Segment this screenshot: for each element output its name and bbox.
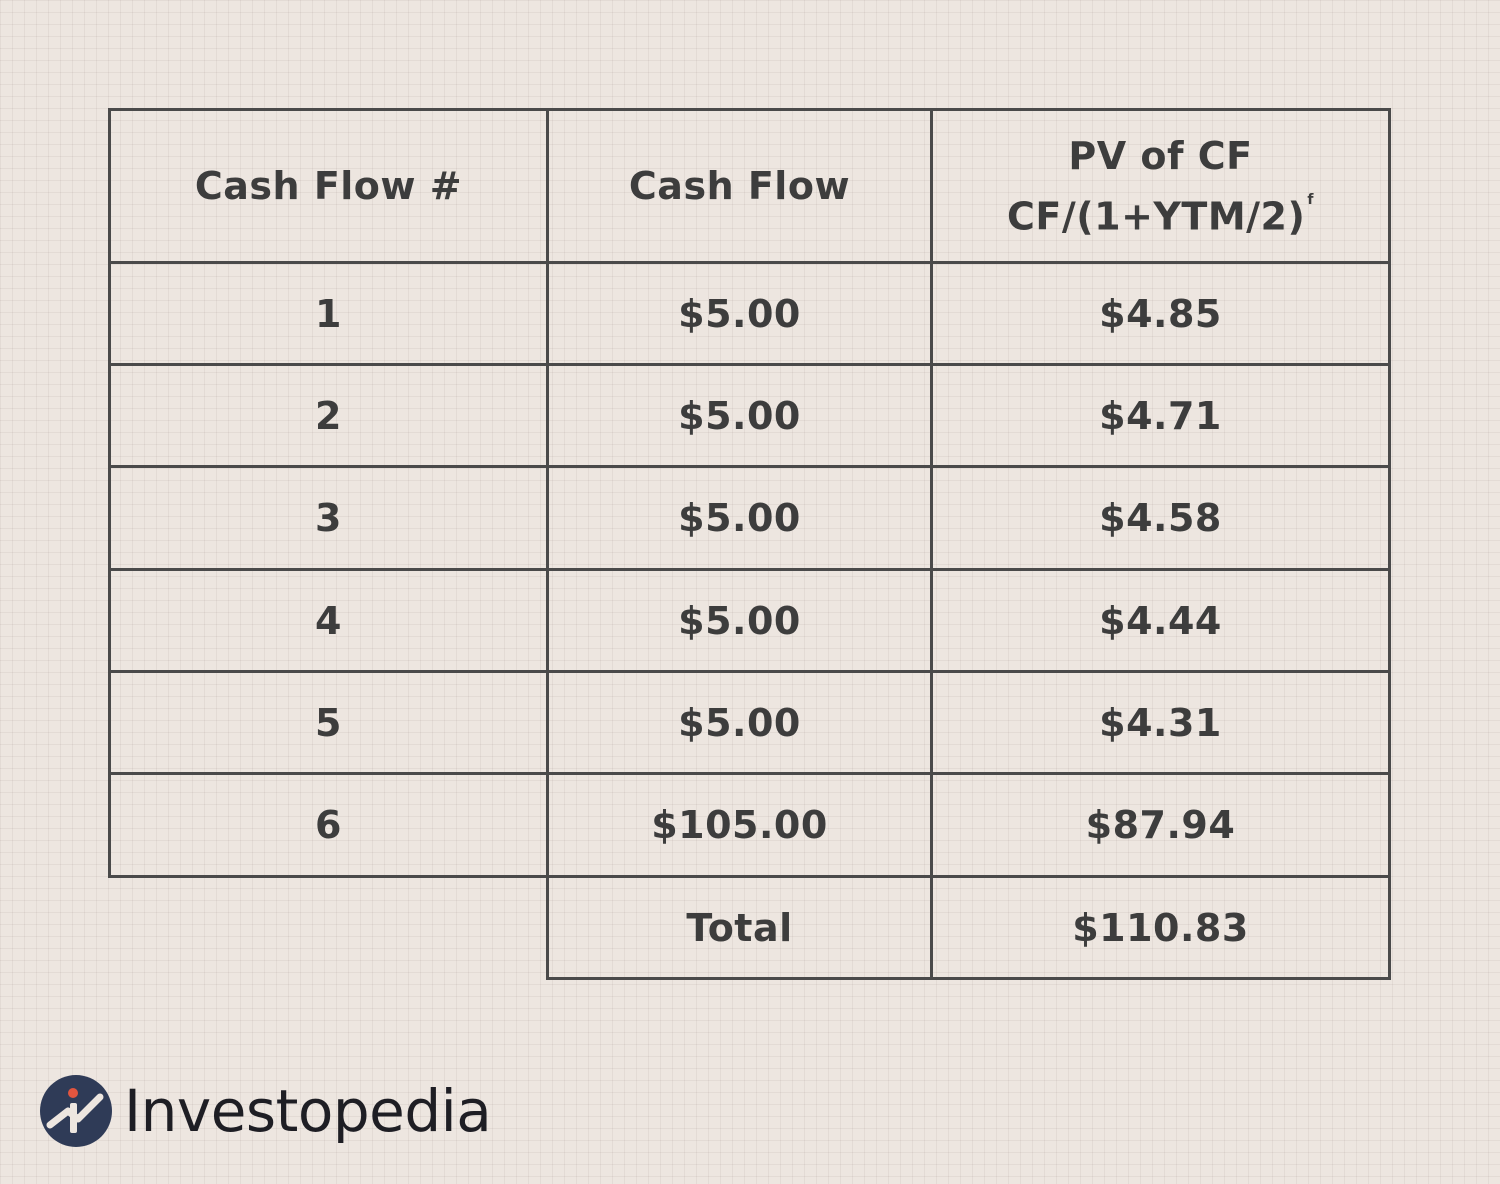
row-1-cash-flow-text: $5.00 — [678, 291, 801, 336]
table-row-2-cash-flow: $5.00 — [546, 363, 933, 468]
table-row-4-number: 4 — [108, 568, 549, 673]
header-cash-flow-label: Cash Flow — [628, 164, 851, 208]
table-row-5-cash-flow: $5.00 — [546, 670, 933, 775]
header-pv-of-cf: PV of CF CF/(1+YTM/2) f — [930, 108, 1391, 264]
row-2-number-text: 2 — [315, 393, 342, 438]
row-1-number-text: 1 — [315, 291, 342, 336]
total-label: Total — [686, 905, 793, 950]
row-5-cash-flow-text: $5.00 — [678, 700, 801, 745]
row-1-pv-text: $4.85 — [1099, 291, 1222, 336]
row-4-number-text: 4 — [315, 598, 342, 643]
table-row-1-cash-flow: $5.00 — [546, 261, 933, 366]
table-row-3-cash-flow: $5.00 — [546, 465, 933, 571]
header-cash-flow: Cash Flow — [546, 108, 933, 264]
table-row-5-number: 5 — [108, 670, 549, 775]
table-row-2-number: 2 — [108, 363, 549, 468]
row-6-cash-flow-text: $105.00 — [651, 803, 828, 847]
row-5-number-text: 5 — [315, 700, 342, 745]
investopedia-logo-icon — [40, 1075, 112, 1147]
header-pv-formula-text: CF/(1+YTM/2) — [1007, 194, 1306, 239]
header-pv-of-cf-label: PV of CF — [1068, 133, 1253, 178]
row-4-pv-text: $4.44 — [1099, 598, 1222, 643]
table-row-2-pv: $4.71 — [930, 363, 1391, 468]
table-row-3-pv: $4.58 — [930, 465, 1391, 571]
table-row-1-number: 1 — [108, 261, 549, 366]
row-3-pv-text: $4.58 — [1099, 496, 1222, 540]
table-row-6-number: 6 — [108, 772, 549, 878]
table-row-5-pv: $4.31 — [930, 670, 1391, 775]
header-cash-flow-number-label: Cash Flow # — [194, 164, 463, 208]
total-label-cell: Total — [546, 875, 933, 980]
header-cash-flow-number: Cash Flow # — [108, 108, 549, 264]
table-row-4-pv: $4.44 — [930, 568, 1391, 673]
table-row-6-cash-flow: $105.00 — [546, 772, 933, 878]
table-row-4-cash-flow: $5.00 — [546, 568, 933, 673]
table-row-3-number: 3 — [108, 465, 549, 571]
header-pv-formula-exponent: f — [1307, 191, 1314, 208]
row-6-pv-text: $87.94 — [1085, 803, 1236, 847]
investopedia-logo: Investopedia — [40, 1075, 492, 1147]
total-value: $110.83 — [1072, 905, 1249, 950]
table-row-6-pv: $87.94 — [930, 772, 1391, 878]
header-pv-formula: CF/(1+YTM/2) f — [1007, 184, 1314, 245]
row-2-cash-flow-text: $5.00 — [678, 393, 801, 438]
investopedia-logo-text: Investopedia — [124, 1077, 492, 1145]
table-row-1-pv: $4.85 — [930, 261, 1391, 366]
row-5-pv-text: $4.31 — [1099, 700, 1222, 745]
total-value-cell: $110.83 — [930, 875, 1391, 980]
row-2-pv-text: $4.71 — [1099, 393, 1222, 438]
row-3-number-text: 3 — [315, 496, 342, 540]
row-4-cash-flow-text: $5.00 — [678, 598, 801, 643]
row-6-number-text: 6 — [315, 803, 342, 847]
row-3-cash-flow-text: $5.00 — [678, 496, 801, 540]
